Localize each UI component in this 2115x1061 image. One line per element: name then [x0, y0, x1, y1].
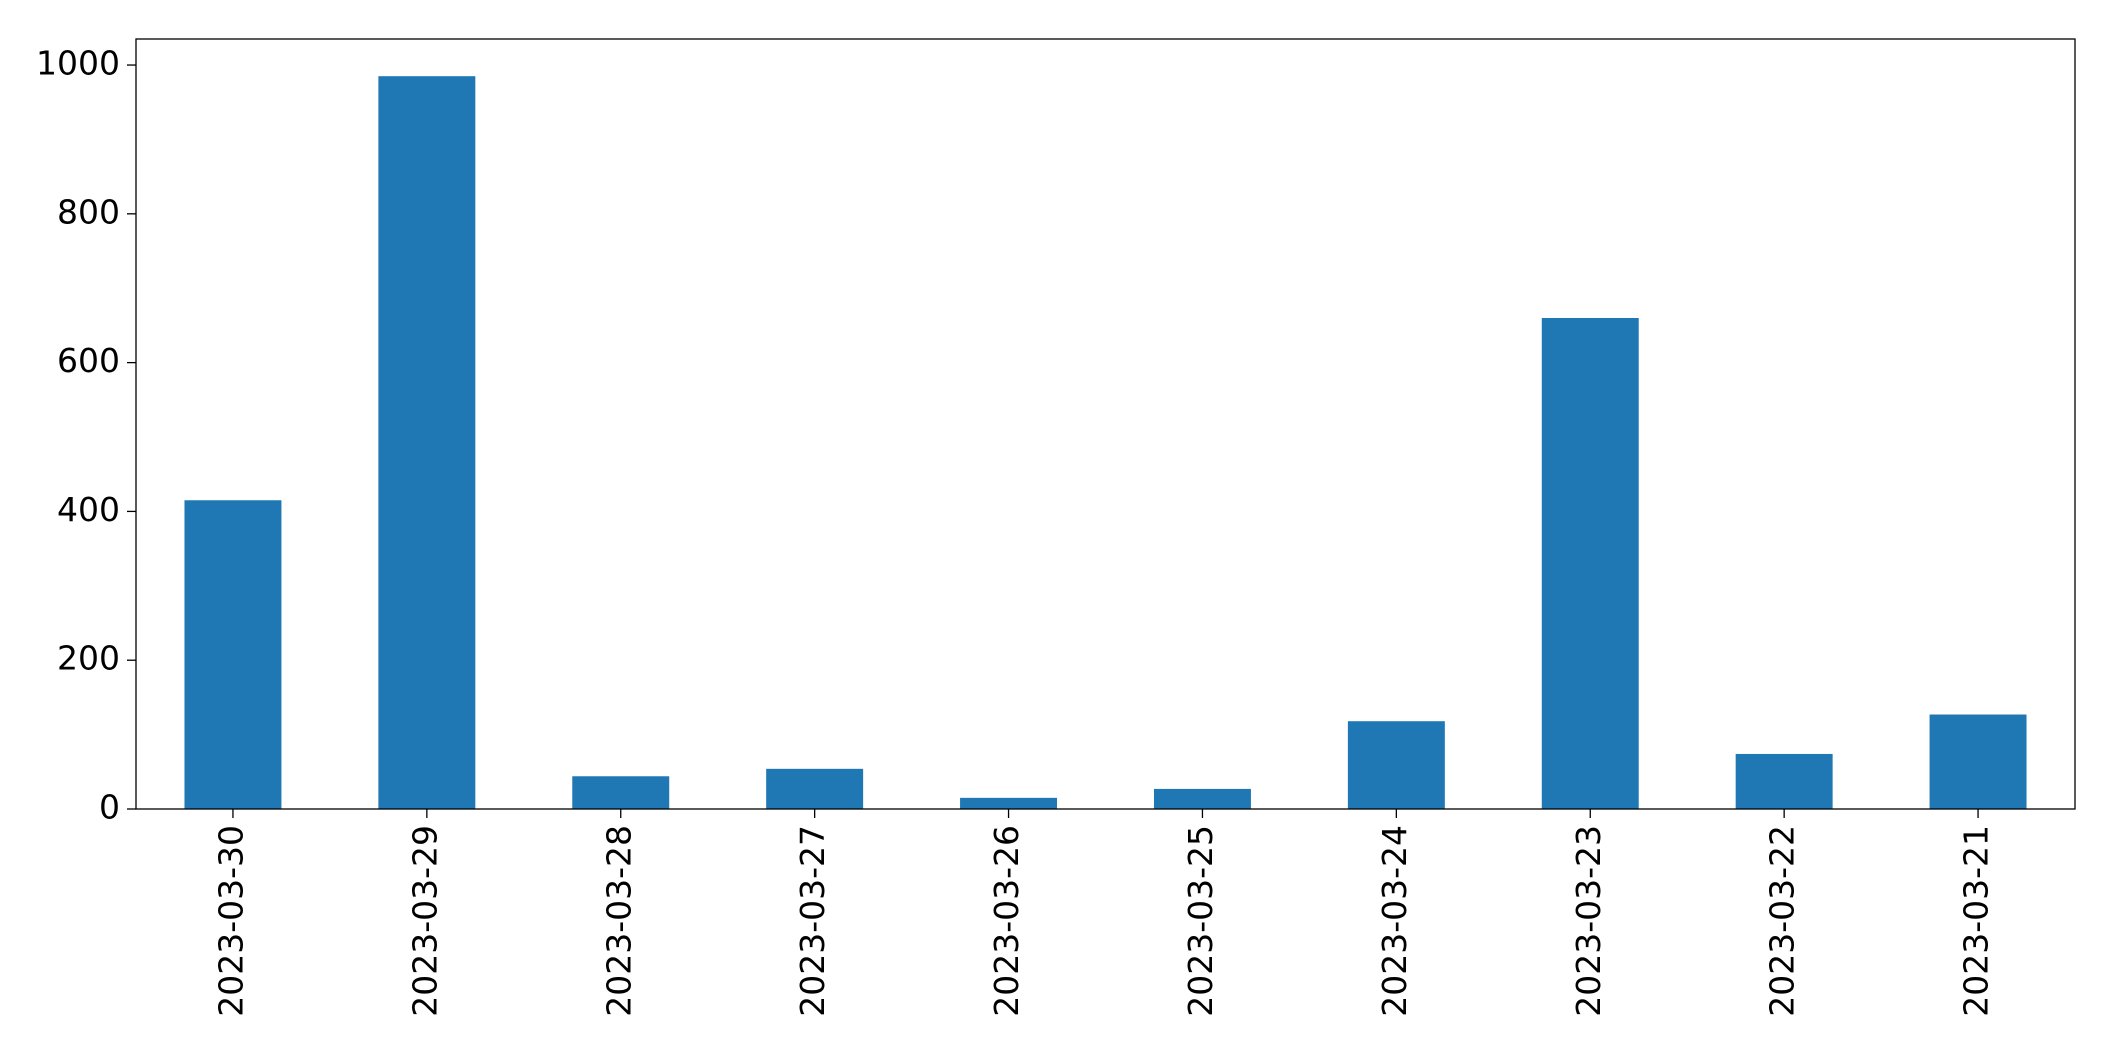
x-tick-label: 2023-03-27 — [793, 825, 832, 1017]
bar — [378, 76, 476, 810]
x-tick-label: 2023-03-21 — [1957, 825, 1996, 1017]
bar — [1541, 317, 1639, 809]
bar — [1153, 788, 1251, 809]
y-tick-label: 600 — [57, 341, 120, 380]
axes-frame — [135, 38, 2076, 810]
y-tick-label: 200 — [57, 639, 120, 678]
y-tick-label: 1000 — [36, 44, 120, 83]
x-tick-label: 2023-03-29 — [405, 825, 444, 1017]
y-tick-label: 800 — [57, 192, 120, 231]
x-tick-label: 2023-03-26 — [987, 825, 1026, 1017]
y-tick-label: 400 — [57, 490, 120, 529]
bar — [960, 797, 1058, 809]
x-tick-label: 2023-03-28 — [599, 825, 638, 1017]
y-tick-label: 0 — [99, 788, 120, 827]
bar — [184, 500, 282, 809]
x-tick-label: 2023-03-24 — [1375, 825, 1414, 1017]
x-tick-label: 2023-03-23 — [1569, 825, 1608, 1017]
x-tick-label: 2023-03-30 — [211, 825, 250, 1017]
bar — [572, 776, 670, 809]
bar — [1735, 753, 1833, 809]
x-tick-label: 2023-03-22 — [1763, 825, 1802, 1017]
bar — [1929, 714, 2027, 809]
bar — [766, 768, 864, 809]
bar — [1347, 721, 1445, 809]
x-tick-label: 2023-03-25 — [1181, 825, 1220, 1017]
